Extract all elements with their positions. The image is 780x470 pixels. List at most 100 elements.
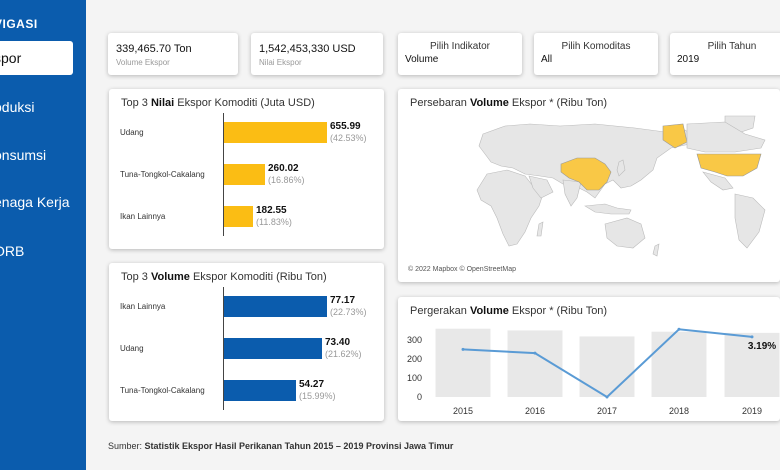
- bar-percent-label: (11.83%): [256, 217, 292, 227]
- title-text: Ekspor Komoditi (Juta USD): [174, 97, 315, 109]
- bar[interactable]: [224, 122, 327, 143]
- trend-point[interactable]: [461, 347, 465, 351]
- sidebar-item-tenaga-kerja[interactable]: enaga Kerja: [0, 185, 86, 219]
- map-land-japan: [616, 159, 626, 177]
- world-map[interactable]: [435, 114, 780, 264]
- title-emphasis: Volume: [469, 97, 509, 109]
- y-tick-label: 300: [407, 335, 422, 345]
- title-text: Ekspor * (Ribu Ton): [508, 305, 608, 317]
- trend-point[interactable]: [750, 335, 754, 339]
- bar-value-label: 655.99: [330, 121, 361, 132]
- map-land-arabia: [528, 175, 554, 199]
- sidebar-item-produksi[interactable]: oduksi: [0, 90, 86, 124]
- bar-percent-label: (15.99%): [299, 391, 336, 401]
- bar-value-label: 73.40: [325, 337, 351, 348]
- bar-axis: [223, 287, 224, 410]
- bar-category-label: Tuna-Tongkol-Cakalang: [120, 170, 205, 179]
- bar-axis: [223, 113, 224, 236]
- bar[interactable]: [224, 206, 253, 227]
- sidebar-item-konsumsi[interactable]: onsumsi: [0, 138, 86, 172]
- title-text: Ekspor * (Ribu Ton): [508, 97, 608, 109]
- bar[interactable]: [224, 296, 327, 317]
- sidebar-item-korb[interactable]: ORB: [0, 234, 86, 268]
- y-tick-label: 0: [417, 392, 422, 402]
- kpi-value: 1,542,453,330 USD: [259, 43, 356, 55]
- trend-point[interactable]: [677, 327, 681, 331]
- sidebar-item-ekspor[interactable]: spor: [0, 41, 73, 75]
- title-text: Ekspor Komoditi (Ribu Ton): [189, 271, 327, 283]
- kpi-label: Volume Ekspor: [116, 58, 170, 67]
- trend-point[interactable]: [605, 395, 609, 399]
- map-land-alaska: [662, 123, 688, 149]
- bar-value-label: 54.27: [299, 379, 325, 390]
- filter-komoditas[interactable]: Pilih Komoditas All: [534, 33, 658, 75]
- trend-chart: 0 100 200 300 2015 2016 2017 2018 2019 3.19%: [407, 327, 780, 416]
- source-prefix: Sumber:: [108, 441, 145, 451]
- map-land-china: [560, 157, 612, 191]
- map-attribution: © 2022 Mapbox © OpenStreetMap: [408, 266, 516, 273]
- map-land-new-zealand: [652, 243, 660, 257]
- kpi-nilai-card: 1,542,453,330 USD Nilai Ekspor: [251, 33, 383, 75]
- sidebar-item-label: oduksi: [0, 99, 35, 115]
- card-title: Persebaran Volume Ekspor * (Ribu Ton): [410, 97, 607, 109]
- bar-category-label: Udang: [120, 128, 144, 137]
- bar[interactable]: [224, 338, 322, 359]
- top3-nilai-card: Top 3 Nilai Ekspor Komoditi (Juta USD) U…: [109, 89, 384, 249]
- bar-category-label: Ikan Lainnya: [120, 212, 166, 221]
- title-text: Top 3: [121, 271, 151, 283]
- trend-bar[interactable]: [651, 331, 707, 397]
- bar-category-label: Ikan Lainnya: [120, 302, 166, 311]
- top3-volume-card: Top 3 Volume Ekspor Komoditi (Ribu Ton) …: [109, 263, 384, 421]
- trend-annotation: 3.19%: [748, 341, 776, 352]
- bar-category-label: Tuna-Tongkol-Cakalang: [120, 386, 205, 395]
- trend-bar[interactable]: [579, 336, 635, 397]
- bar[interactable]: [224, 164, 265, 185]
- kpi-value: 339,465.70 Ton: [116, 43, 192, 55]
- map-land-australia: [604, 217, 646, 249]
- bar-value-label: 260.02: [268, 163, 299, 174]
- title-text: Pergerakan: [410, 305, 470, 317]
- trend-point[interactable]: [533, 351, 537, 355]
- trend-card: Pergerakan Volume Ekspor * (Ribu Ton) 0 1…: [398, 297, 780, 421]
- title-emphasis: Volume: [469, 305, 509, 317]
- map-land-mexico: [702, 171, 734, 191]
- map-land-south-america: [734, 193, 766, 249]
- filter-tahun[interactable]: Pilih Tahun 2019: [670, 33, 780, 75]
- map-card: Persebaran Volume Ekspor * (Ribu Ton): [398, 89, 780, 282]
- bar-percent-label: (22.73%): [330, 307, 367, 317]
- map-land-usa: [696, 153, 762, 177]
- x-tick-label: 2019: [742, 406, 762, 416]
- bar[interactable]: [224, 380, 296, 401]
- trend-bar[interactable]: [724, 332, 780, 397]
- filter-label: Pilih Indikator: [429, 41, 491, 52]
- trend-bar[interactable]: [435, 328, 491, 397]
- sidebar-item-label: onsumsi: [0, 147, 47, 163]
- filter-value: All: [541, 54, 553, 65]
- title-text: Top 3: [121, 97, 151, 109]
- x-tick-label: 2015: [453, 406, 473, 416]
- title-emphasis: Nilai: [150, 97, 175, 109]
- filter-value: Volume: [405, 54, 439, 65]
- x-tick-label: 2018: [669, 406, 689, 416]
- card-title: Top 3 Volume Ekspor Komoditi (Ribu Ton): [121, 271, 327, 283]
- filter-value: 2019: [677, 54, 700, 65]
- bar-percent-label: (16.86%): [268, 175, 305, 185]
- bar-percent-label: (42.53%): [330, 133, 367, 143]
- sidebar: VIGASI spor oduksi onsumsi enaga Kerja O…: [0, 0, 86, 470]
- bar-category-label: Udang: [120, 344, 144, 353]
- sidebar-item-label: enaga Kerja: [0, 194, 70, 210]
- map-land-madagascar: [536, 221, 544, 237]
- filter-indikator[interactable]: Pilih Indikator Volume: [398, 33, 522, 75]
- bar-value-label: 77.17: [330, 295, 356, 306]
- kpi-volume-card: 339,465.70 Ton Volume Ekspor: [108, 33, 238, 75]
- filter-label: Pilih Komoditas: [561, 41, 631, 52]
- filter-label: Pilih Tahun: [707, 41, 757, 52]
- title-text: Persebaran: [410, 97, 470, 109]
- x-tick-label: 2016: [525, 406, 545, 416]
- card-title: Pergerakan Volume Ekspor * (Ribu Ton): [410, 305, 607, 317]
- source-text: Statistik Ekspor Hasil Perikanan Tahun 2…: [144, 441, 454, 451]
- kpi-label: Nilai Ekspor: [259, 58, 302, 67]
- bar-percent-label: (21.62%): [325, 349, 362, 359]
- x-tick-label: 2017: [597, 406, 617, 416]
- sidebar-item-label: spor: [0, 50, 22, 66]
